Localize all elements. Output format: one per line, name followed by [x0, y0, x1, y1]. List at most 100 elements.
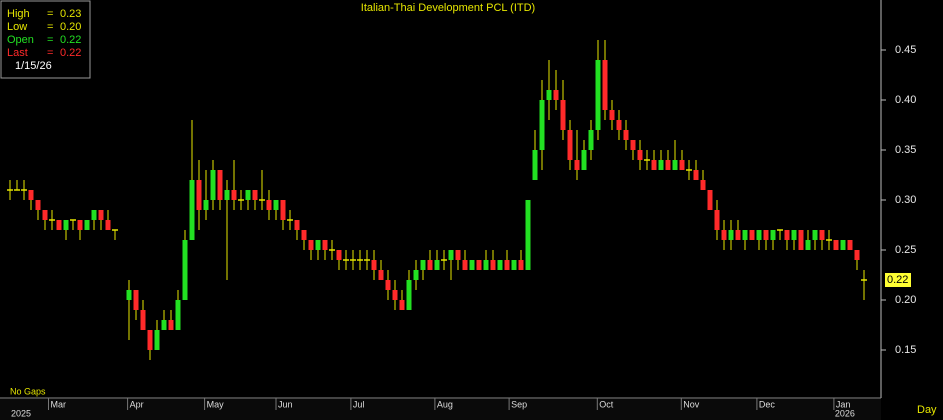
- candle-body: [91, 210, 97, 220]
- candle-body: [714, 210, 720, 230]
- candle-body: [385, 280, 391, 290]
- candle-body: [133, 290, 139, 310]
- year-label: 2025: [11, 408, 31, 418]
- info-date: 1/15/26: [15, 60, 52, 72]
- candle-body: [231, 190, 237, 200]
- candle-body: [301, 230, 307, 240]
- candle-body: [546, 90, 552, 100]
- y-tick-label: 0.20: [895, 294, 916, 306]
- info-value: 0.22: [60, 47, 81, 59]
- candle-body: [567, 130, 573, 160]
- candle-body: [784, 230, 790, 240]
- candle-body: [721, 230, 727, 240]
- y-tick-label: 0.15: [895, 344, 916, 356]
- candle-body: [539, 100, 545, 150]
- candle-body: [455, 250, 461, 260]
- candle-body: [707, 190, 713, 210]
- x-tick-label: Jun: [278, 399, 293, 409]
- candle-body: [406, 280, 412, 310]
- candle-body: [105, 220, 111, 230]
- candle-body: [392, 290, 398, 300]
- candle-body: [770, 230, 776, 240]
- y-tick-label: 0.35: [895, 144, 916, 156]
- candle-body: [763, 230, 769, 240]
- gaps-note: No Gaps: [10, 386, 46, 396]
- candle-body: [840, 240, 846, 250]
- candle-body: [581, 150, 587, 170]
- candle-body: [665, 160, 671, 170]
- candle-body: [413, 270, 419, 280]
- x-axis-strip: [0, 399, 881, 420]
- candle-body: [252, 190, 258, 200]
- candle-body: [805, 240, 811, 250]
- info-value: 0.23: [60, 8, 81, 20]
- candle-body: [483, 260, 489, 270]
- candle-body: [560, 100, 566, 130]
- candle-body: [518, 260, 524, 270]
- x-tick-label: Aug: [437, 399, 453, 409]
- candle-body: [462, 260, 468, 270]
- candle-body: [700, 180, 706, 190]
- candle-body: [77, 220, 83, 230]
- x-tick-label: Nov: [683, 399, 700, 409]
- candle-body: [791, 230, 797, 240]
- candle-body: [623, 130, 629, 140]
- x-tick-label: Mar: [51, 399, 67, 409]
- candle-body: [658, 160, 664, 170]
- info-value: 0.20: [60, 21, 81, 33]
- y-tick-label: 0.40: [895, 94, 916, 106]
- info-label: High: [7, 8, 30, 20]
- candle-body: [735, 230, 741, 240]
- candle-body: [574, 160, 580, 170]
- candle-body: [224, 190, 230, 200]
- candle-body: [175, 300, 181, 330]
- candle-body: [525, 200, 531, 270]
- candle-body: [448, 250, 454, 260]
- candle-body: [42, 210, 48, 220]
- candle-body: [693, 170, 699, 180]
- candle-body: [196, 180, 202, 210]
- info-separator: =: [47, 21, 53, 33]
- candle-body: [35, 200, 41, 210]
- candle-body: [63, 220, 69, 230]
- candle-body: [266, 200, 272, 210]
- candle-body: [315, 240, 321, 250]
- candle-body: [588, 130, 594, 150]
- candle-body: [203, 200, 209, 210]
- candle-body: [217, 170, 223, 200]
- candle-body: [742, 230, 748, 240]
- x-tick-label: May: [207, 399, 225, 409]
- x-tick-label: Dec: [759, 399, 776, 409]
- candle-body: [651, 160, 657, 170]
- info-label: Last: [7, 47, 28, 59]
- candle-body: [847, 240, 853, 250]
- candle-body: [553, 90, 559, 100]
- candle-body: [854, 250, 860, 260]
- year-label: 2026: [835, 408, 855, 418]
- candle-body: [140, 310, 146, 330]
- candle-body: [182, 240, 188, 300]
- candle-body: [490, 260, 496, 270]
- candle-body: [189, 180, 195, 240]
- y-tick-label: 0.45: [895, 44, 916, 56]
- candle-body: [56, 220, 62, 230]
- candle-body: [497, 260, 503, 270]
- candle-body: [308, 240, 314, 250]
- info-separator: =: [47, 47, 53, 59]
- candle-body: [294, 220, 300, 230]
- candle-body: [602, 60, 608, 110]
- candle-body: [504, 260, 510, 270]
- candle-body: [154, 330, 160, 350]
- candle-body: [833, 240, 839, 250]
- info-box: [0, 0, 91, 79]
- x-tick-label: Oct: [599, 399, 614, 409]
- candle-body: [511, 260, 517, 270]
- candle-body: [812, 230, 818, 240]
- last-price-label: 0.22: [887, 274, 908, 286]
- candle-body: [609, 110, 615, 120]
- info-label: Open: [7, 34, 34, 46]
- candle-body: [98, 210, 104, 220]
- x-tick-label: Jul: [353, 399, 365, 409]
